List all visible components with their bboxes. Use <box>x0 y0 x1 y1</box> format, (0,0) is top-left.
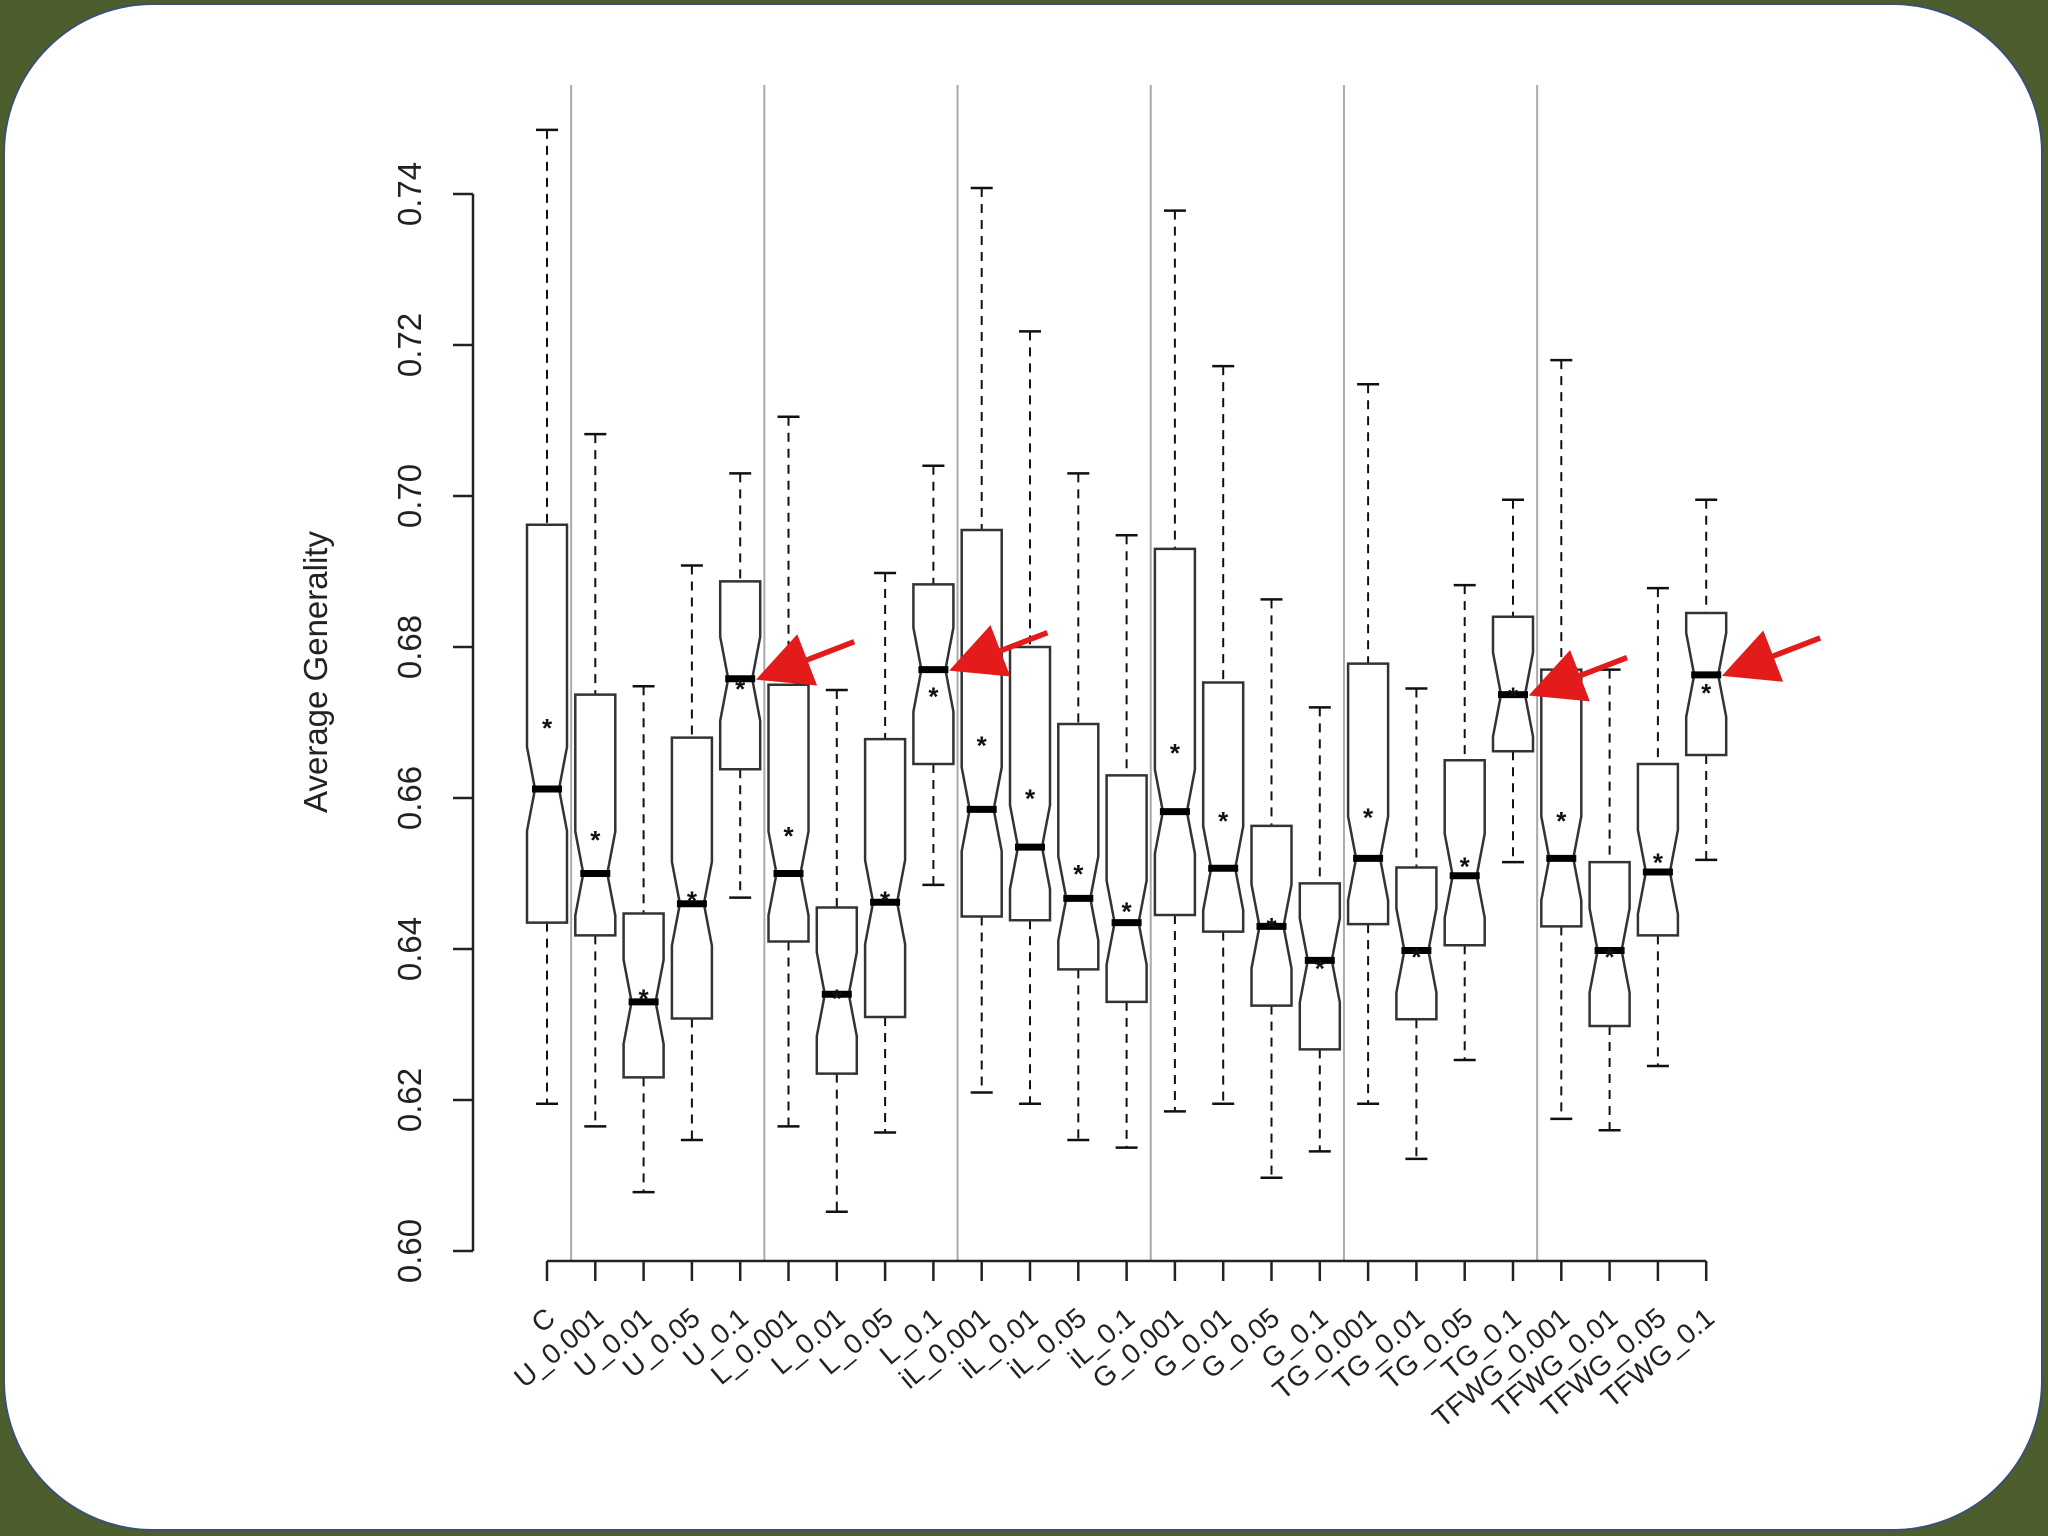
notched-box <box>960 528 1003 918</box>
notched-box <box>574 693 617 937</box>
mean-marker: * <box>1556 806 1567 836</box>
y-tick-label: 0.62 <box>391 1068 428 1132</box>
box-G_0.1: * <box>1298 706 1342 1153</box>
notched-box <box>1298 882 1342 1051</box>
y-tick-label: 0.66 <box>391 766 428 830</box>
notched-box <box>1588 860 1631 1028</box>
notched-box <box>912 583 955 766</box>
box-G_0.01: * <box>1201 364 1245 1106</box>
box-U_0.01: * <box>622 685 665 1194</box>
box-TG_0.01: * <box>1395 687 1438 1161</box>
slide-card: Average Generality 0.60 0.62 0.64 0.66 0.68 0… <box>3 3 2043 1531</box>
arrow-TFWG_0.1 <box>1721 630 1822 682</box>
mean-marker: * <box>639 984 650 1014</box>
notched-box <box>1636 762 1680 937</box>
arrow-L_0.1 <box>949 625 1049 677</box>
boxplot-chart: Average Generality 0.600.620.640.660.680… <box>297 85 1822 1434</box>
notched-box <box>863 737 907 1019</box>
notched-box <box>1491 615 1535 753</box>
box-TFWG_0.01: * <box>1588 668 1631 1132</box>
mean-marker: * <box>928 682 939 712</box>
y-tick-label: 0.74 <box>391 162 428 226</box>
box-TFWG_0.001: * <box>1540 358 1583 1121</box>
notched-box <box>815 906 859 1075</box>
mean-marker: * <box>1266 912 1277 942</box>
box-TG_0.001: * <box>1346 383 1390 1106</box>
box-L_0.01: * <box>815 688 859 1213</box>
notched-box <box>1684 611 1728 757</box>
notched-box <box>1008 645 1052 922</box>
mean-marker: * <box>783 821 794 851</box>
y-tick-label: 0.70 <box>391 464 428 528</box>
notched-box <box>525 523 569 924</box>
box-C: * <box>525 128 569 1106</box>
mean-marker: * <box>735 674 746 704</box>
box-U_0.05: * <box>670 564 714 1142</box>
mean-marker: * <box>977 731 988 761</box>
box-iL_0.05: * <box>1057 472 1100 1142</box>
notched-box <box>767 683 810 943</box>
notched-box <box>1443 759 1486 947</box>
mean-marker: * <box>1073 859 1084 889</box>
box-L_0.05: * <box>863 571 907 1134</box>
mean-marker: * <box>1025 783 1036 813</box>
group-separators <box>570 85 1539 1261</box>
mean-marker: * <box>1122 897 1133 927</box>
y-tick-label: 0.72 <box>391 313 428 377</box>
mean-marker: * <box>590 825 601 855</box>
notched-box <box>1540 668 1583 928</box>
notched-box <box>1395 866 1438 1021</box>
box-G_0.001: * <box>1153 209 1197 1113</box>
box-iL_0.01: * <box>1008 330 1052 1106</box>
mean-marker: * <box>880 885 891 915</box>
box-series: * * * * * * * * * * * * * * * * * * * * * * * * * <box>525 128 1728 1213</box>
y-axis-title: Average Generality <box>297 531 334 813</box>
box-U_0.001: * <box>574 432 617 1128</box>
box-TG_0.1: * <box>1491 498 1535 864</box>
y-tick-label: 0.64 <box>391 917 428 981</box>
mean-marker: * <box>1701 678 1712 708</box>
mean-marker: * <box>1460 851 1471 881</box>
arrow-U_0.1 <box>755 634 856 686</box>
mean-marker: * <box>1411 942 1422 972</box>
mean-marker: * <box>1363 802 1374 832</box>
mean-marker: * <box>832 984 843 1014</box>
box-TFWG_0.1: * <box>1684 498 1728 862</box>
box-L_0.1: * <box>912 464 955 887</box>
y-tick-label: 0.68 <box>391 615 428 679</box>
notched-box <box>1057 722 1100 971</box>
notched-box <box>1346 662 1390 926</box>
box-G_0.05: * <box>1250 598 1293 1180</box>
notched-box <box>1153 547 1197 917</box>
highlight-arrows <box>755 625 1822 702</box>
mean-marker: * <box>1218 806 1229 836</box>
mean-marker: * <box>687 885 698 915</box>
y-axis: 0.60 0.62 0.64 0.66 0.68 0.70 0.72 0.74 <box>391 162 475 1283</box>
notched-box <box>1105 774 1148 1004</box>
box-iL_0.001: * <box>960 186 1003 1094</box>
mean-marker: * <box>1315 953 1326 983</box>
notched-box <box>670 736 714 1020</box>
box-TG_0.05: * <box>1443 583 1486 1062</box>
arrow-TG_0.1 <box>1528 650 1628 702</box>
mean-marker: * <box>1508 682 1519 712</box>
notched-box <box>622 912 665 1079</box>
mean-marker: * <box>1170 738 1181 768</box>
mean-marker: * <box>1653 848 1664 878</box>
mean-marker: * <box>542 713 553 743</box>
box-L_0.001: * <box>767 415 810 1128</box>
notched-box <box>1250 824 1293 1007</box>
box-TFWG_0.05: * <box>1636 586 1680 1068</box>
box-iL_0.1: * <box>1105 534 1148 1149</box>
box-U_0.1: * <box>718 472 762 899</box>
mean-marker: * <box>1605 942 1616 972</box>
x-axis: CU_0.001U_0.01U_0.05U_0.1L_0.001L_0.01L_… <box>508 1259 1720 1434</box>
y-tick-label: 0.60 <box>391 1219 428 1283</box>
